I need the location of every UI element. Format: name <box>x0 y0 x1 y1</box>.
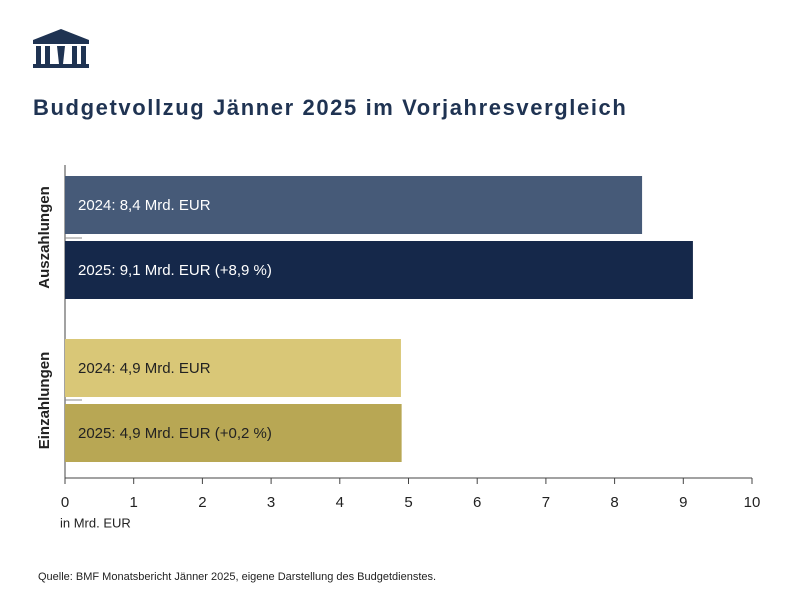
value-label: 2025: 9,1 Mrd. EUR (+8,9 %) <box>78 262 272 279</box>
value-label: 2025: 4,9 Mrd. EUR (+0,2 %) <box>78 425 272 442</box>
x-tick-label: 3 <box>267 494 275 511</box>
x-tick-label: 1 <box>130 494 138 511</box>
source-note: Quelle: BMF Monatsbericht Jänner 2025, e… <box>38 571 436 583</box>
x-tick-label: 5 <box>404 494 412 511</box>
x-tick-label: 8 <box>610 494 618 511</box>
x-tick-label: 10 <box>744 494 761 511</box>
x-tick-label: 7 <box>542 494 550 511</box>
x-tick-label: 2 <box>198 494 206 511</box>
chart-title: Budgetvollzug Jänner 2025 im Vorjahresve… <box>33 95 627 120</box>
y-tick-label: Einzahlungen <box>36 352 53 450</box>
value-label: 2024: 4,9 Mrd. EUR <box>78 360 211 377</box>
x-tick-label: 9 <box>679 494 687 511</box>
x-axis-label: in Mrd. EUR <box>60 515 131 530</box>
y-tick-label: Auszahlungen <box>36 186 53 289</box>
logo <box>33 29 89 68</box>
bar <box>65 404 402 462</box>
x-tick-label: 4 <box>336 494 344 511</box>
bar <box>65 176 643 234</box>
x-tick-label: 6 <box>473 494 481 511</box>
value-label: 2024: 8,4 Mrd. EUR <box>78 197 211 214</box>
bar <box>65 339 401 397</box>
x-tick-label: 0 <box>61 494 69 511</box>
bar <box>65 241 693 299</box>
